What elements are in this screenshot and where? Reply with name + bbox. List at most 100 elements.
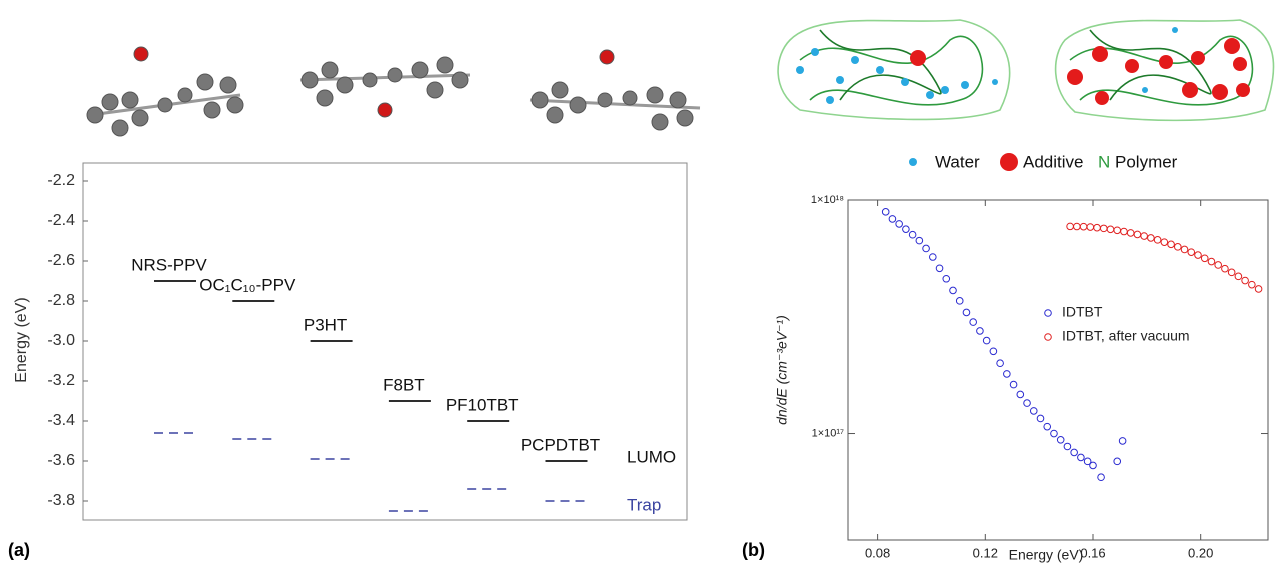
water-marker xyxy=(909,158,917,166)
y-tick-label: -3.8 xyxy=(47,492,75,509)
data-point xyxy=(1147,234,1155,242)
data-point xyxy=(1106,225,1115,234)
data-point xyxy=(1234,272,1243,281)
data-point xyxy=(902,225,910,233)
illustration-legend: Water Additive N Polymer xyxy=(909,152,1178,171)
y-tick-label: -3.0 xyxy=(47,332,75,349)
y-tick-label: 1×10¹⁸ xyxy=(811,194,844,206)
y-axis-label: Energy (eV) xyxy=(13,297,30,382)
y-tick-label: -2.4 xyxy=(47,212,75,229)
data-point xyxy=(1093,223,1101,232)
data-point xyxy=(1083,457,1092,466)
additive-marker xyxy=(1000,153,1018,171)
data-point xyxy=(1073,222,1081,231)
legend-text: Polymer xyxy=(1115,152,1178,171)
data-point xyxy=(996,359,1004,368)
data-point xyxy=(1194,251,1202,259)
data-point xyxy=(1036,414,1045,423)
data-point xyxy=(915,236,924,245)
data-point xyxy=(1086,223,1095,231)
y-tick-label: -2.2 xyxy=(47,172,75,189)
x-axis-label: Energy (eV) xyxy=(1009,547,1084,563)
data-point xyxy=(1029,407,1038,415)
data-point xyxy=(1063,442,1072,451)
data-point xyxy=(949,286,957,295)
plot-frame xyxy=(847,199,1269,541)
data-point xyxy=(1070,448,1078,457)
series-label: LUMO xyxy=(627,447,676,466)
data-point xyxy=(1043,422,1052,431)
data-point xyxy=(1120,227,1128,236)
data-point xyxy=(1133,230,1142,239)
data-point xyxy=(989,347,998,356)
data-point xyxy=(1126,229,1135,237)
series-label: Trap xyxy=(627,495,661,514)
data-point xyxy=(1214,261,1222,269)
x-tick-label: 0.16 xyxy=(1080,545,1105,560)
plot-frame xyxy=(82,162,688,521)
panel-label: (a) xyxy=(8,540,30,560)
data-point xyxy=(1227,268,1236,277)
data-point xyxy=(1207,257,1216,266)
data-point xyxy=(1200,254,1209,263)
polymer-illustration xyxy=(777,19,1275,122)
data-point xyxy=(1066,222,1074,231)
data-point xyxy=(1089,461,1097,470)
data-point xyxy=(1174,243,1182,251)
y-tick-label: -3.2 xyxy=(47,372,75,389)
data-point xyxy=(1079,222,1088,231)
y-tick-label: -3.4 xyxy=(47,412,75,429)
material-label: F8BT xyxy=(383,375,425,394)
data-point xyxy=(1118,437,1127,445)
data-point xyxy=(976,327,984,335)
material-label: P3HT xyxy=(304,315,347,334)
data-point xyxy=(1113,457,1122,466)
material-label: NRS-PPV xyxy=(131,255,207,274)
material-label: PF10TBT xyxy=(446,395,519,414)
y-axis-label: dn/dE (cm⁻³eV⁻¹) xyxy=(774,315,790,425)
data-point xyxy=(1099,224,1108,233)
material-label: PCPDTBT xyxy=(521,435,600,454)
data-point xyxy=(1113,226,1122,235)
data-point xyxy=(1254,285,1263,293)
data-point xyxy=(942,274,951,283)
data-point xyxy=(1077,453,1085,462)
y-tick-label: -2.8 xyxy=(47,292,75,309)
data-point xyxy=(881,208,890,216)
data-point xyxy=(955,297,964,305)
legend-label: IDTBT, after vacuum xyxy=(1062,328,1190,344)
data-point xyxy=(1153,236,1162,244)
data-point xyxy=(1016,390,1025,399)
y-tick-label: -3.6 xyxy=(47,452,75,469)
data-point xyxy=(888,215,897,223)
data-point xyxy=(895,220,903,228)
data-point xyxy=(1180,245,1189,254)
material-label: OC₁C₁₀-PPV xyxy=(199,275,296,294)
data-point xyxy=(1160,238,1169,246)
data-point xyxy=(1140,232,1148,240)
data-point xyxy=(1023,399,1031,407)
legend-marker xyxy=(1044,333,1052,341)
y-tick-label: -2.6 xyxy=(47,252,75,269)
data-point xyxy=(1009,380,1018,389)
y-tick-label: 1×10¹⁷ xyxy=(812,427,844,439)
data-point xyxy=(929,253,937,261)
data-point xyxy=(1241,276,1249,285)
data-point xyxy=(1248,280,1256,289)
data-point xyxy=(1056,436,1065,444)
data-point xyxy=(1097,473,1105,482)
legend-label: IDTBT xyxy=(1062,304,1103,320)
data-point xyxy=(1187,248,1196,256)
data-point xyxy=(1167,240,1175,249)
molecules xyxy=(86,46,701,137)
data-point xyxy=(1003,370,1011,378)
x-tick-label: 0.20 xyxy=(1188,545,1213,560)
data-point xyxy=(908,230,917,239)
panel-label: (b) xyxy=(742,540,765,560)
data-point xyxy=(922,244,930,253)
data-point xyxy=(1221,264,1229,273)
x-tick-label: 0.08 xyxy=(865,545,890,560)
polymer-marker: N xyxy=(1098,152,1110,171)
data-point xyxy=(1050,429,1058,438)
